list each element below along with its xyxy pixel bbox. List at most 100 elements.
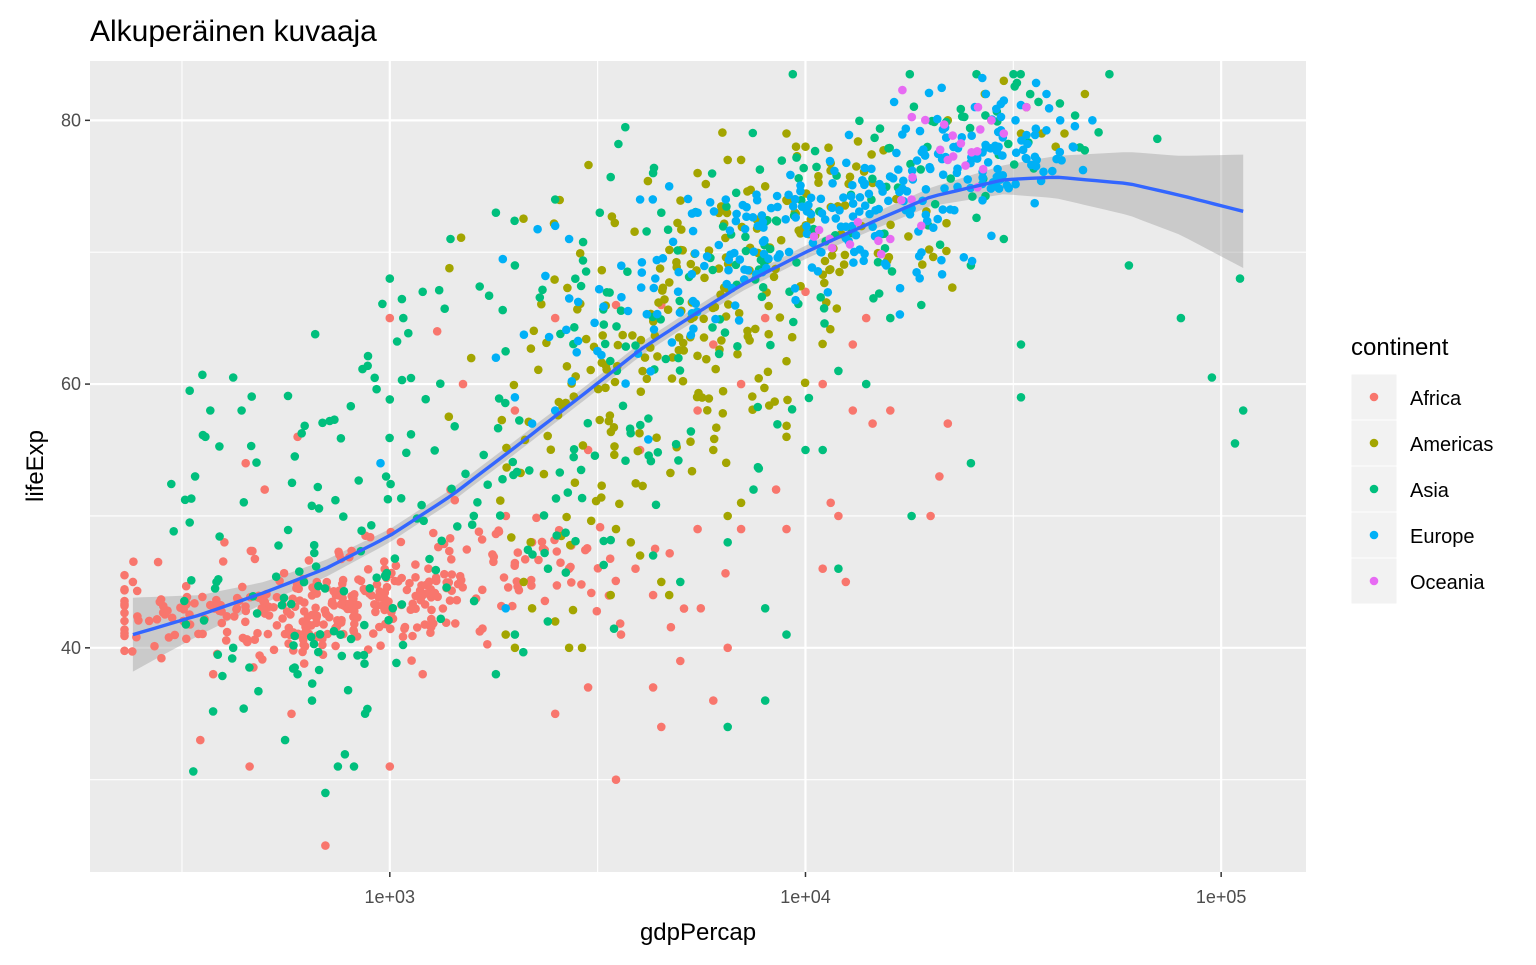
data-point xyxy=(537,299,546,309)
data-point xyxy=(466,353,476,363)
data-point xyxy=(791,142,801,151)
data-point xyxy=(714,349,724,359)
data-point xyxy=(363,565,373,574)
data-point xyxy=(372,384,381,394)
data-point xyxy=(661,354,671,364)
data-point xyxy=(651,274,660,283)
data-point xyxy=(664,182,674,191)
data-point xyxy=(221,636,231,645)
data-point xyxy=(1016,393,1026,402)
data-point xyxy=(561,568,571,577)
data-point xyxy=(218,557,228,566)
data-point xyxy=(353,651,362,660)
data-point xyxy=(788,69,798,79)
data-point xyxy=(942,218,951,228)
data-point xyxy=(776,235,786,245)
data-point xyxy=(248,546,257,556)
data-point xyxy=(981,111,990,120)
data-point xyxy=(318,418,327,428)
data-point xyxy=(644,435,653,444)
data-point xyxy=(618,401,628,411)
y-axis-title: lifeExp xyxy=(22,430,49,502)
data-point xyxy=(928,252,938,262)
data-point xyxy=(905,69,915,79)
data-point xyxy=(495,511,505,520)
data-point xyxy=(790,284,800,293)
data-point xyxy=(875,124,885,133)
data-point xyxy=(605,411,615,420)
data-point xyxy=(546,445,556,455)
data-point xyxy=(635,195,645,204)
legend-label: Oceania xyxy=(1410,572,1485,594)
data-point xyxy=(1080,89,1090,99)
data-point xyxy=(782,129,791,138)
data-point xyxy=(827,251,837,260)
data-point xyxy=(483,480,493,490)
data-point xyxy=(763,367,773,377)
data-point xyxy=(799,163,808,173)
data-point xyxy=(550,221,560,231)
data-point xyxy=(690,249,700,258)
data-point xyxy=(385,274,395,283)
data-point xyxy=(635,551,645,560)
data-point xyxy=(299,607,309,616)
data-point xyxy=(185,518,194,527)
data-point xyxy=(598,331,607,340)
x-tick-label: 1e+03 xyxy=(365,887,416,907)
data-point xyxy=(287,478,297,488)
data-point xyxy=(570,478,580,488)
data-point xyxy=(392,658,401,668)
data-point xyxy=(399,313,408,323)
data-point xyxy=(606,172,615,182)
data-point xyxy=(736,524,746,534)
data-point xyxy=(675,366,685,375)
y-tick-label: 80 xyxy=(61,110,81,130)
scatter-points xyxy=(120,69,1248,850)
data-point xyxy=(601,383,610,393)
data-point xyxy=(831,214,841,223)
data-point xyxy=(181,581,191,591)
data-point xyxy=(783,395,792,405)
data-point xyxy=(157,653,166,663)
data-point xyxy=(462,545,472,554)
data-point xyxy=(526,344,536,353)
data-point xyxy=(402,585,412,595)
data-point xyxy=(1032,155,1041,165)
data-point xyxy=(222,627,232,637)
data-point xyxy=(743,332,753,341)
data-point xyxy=(512,577,522,586)
data-point xyxy=(867,164,876,174)
data-point xyxy=(187,576,196,585)
data-point xyxy=(190,599,199,608)
series-oceania xyxy=(809,85,1031,259)
data-point xyxy=(1078,165,1088,175)
data-point xyxy=(917,221,926,231)
data-point xyxy=(834,511,843,521)
data-point xyxy=(906,159,915,169)
data-point xyxy=(306,632,316,642)
legend-label: Africa xyxy=(1410,388,1462,410)
data-point xyxy=(907,166,917,175)
data-point xyxy=(948,283,957,292)
data-point xyxy=(467,520,477,529)
data-point xyxy=(935,240,945,249)
data-point xyxy=(523,545,533,555)
data-point xyxy=(340,750,350,759)
data-point xyxy=(937,255,946,265)
data-point xyxy=(543,564,553,573)
data-point xyxy=(398,640,408,650)
data-point xyxy=(1011,148,1021,157)
data-point xyxy=(638,481,647,491)
data-point xyxy=(120,628,129,638)
data-point xyxy=(613,340,623,350)
data-point xyxy=(621,456,630,466)
data-point xyxy=(908,173,917,182)
data-point xyxy=(300,642,310,651)
data-point xyxy=(182,634,191,644)
data-point xyxy=(873,257,883,267)
data-point xyxy=(228,373,238,382)
data-point xyxy=(300,628,310,637)
data-point xyxy=(874,289,884,298)
data-point xyxy=(515,416,524,425)
data-point xyxy=(541,271,550,281)
